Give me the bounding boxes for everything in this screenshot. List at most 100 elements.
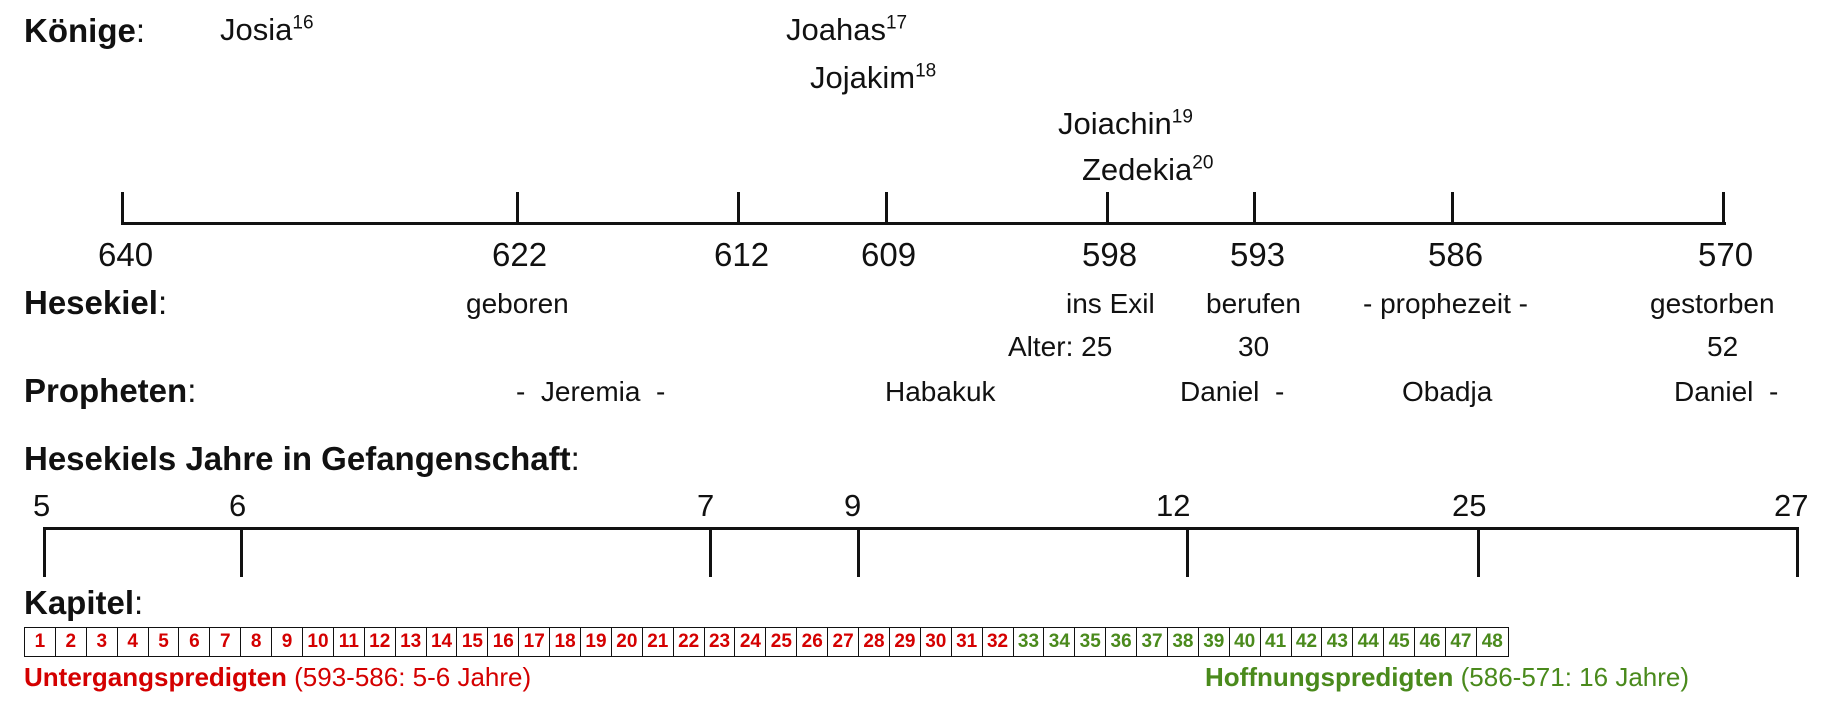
chapter-cell: 7 [210,628,242,656]
king-footnote: 20 [1192,152,1214,174]
legend-hope-title: Hoffnungspredigten [1205,662,1454,692]
legend-doom-title: Untergangspredigten [24,662,287,692]
captivity-tick [240,527,243,577]
chapter-cell: 5 [149,628,180,656]
age-died: 52 [1707,331,1739,362]
chapter-cell: 10 [303,628,334,656]
chapter-cell: 34 [1044,628,1076,656]
chapter-cell: 28 [859,628,890,656]
label-chapters-text: Kapitel [24,584,135,621]
king-josia: Josia16 [220,12,314,48]
prophet-daniel-1: Daniel - [1180,376,1285,407]
king-name: Josia [220,12,293,47]
year-label: 570 [1698,236,1754,273]
chapter-cell: 38 [1168,628,1199,656]
year-label: 593 [1230,236,1286,273]
chapter-cell: 2 [56,628,87,656]
captivity-tick [857,527,860,577]
label-kings-colon: : [135,12,145,49]
captivity-year-label: 9 [844,488,862,523]
chapter-cell: 17 [519,628,551,656]
prophet-habakuk: Habakuk [885,376,996,407]
chapter-cell: 23 [705,628,736,656]
chapter-cell: 41 [1261,628,1292,656]
captivity-year-label: 6 [229,488,247,523]
legend-hope: Hoffnungspredigten (586-571: 16 Jahre) [1205,662,1689,693]
year-label: 640 [98,236,154,273]
year-tick [1106,192,1109,225]
year-tick [1722,192,1725,225]
label-hesekiel-colon: : [157,284,168,321]
king-footnote: 17 [885,12,908,34]
prophet-daniel-2: Daniel - [1674,376,1779,407]
chapter-cell: 20 [612,628,643,656]
chapter-cell: 42 [1292,628,1323,656]
age-called: 30 [1238,331,1270,362]
event-called: berufen [1206,288,1301,319]
king-zedekia: Zedekia20 [1082,152,1213,188]
legend-doom: Untergangspredigten (593-586: 5-6 Jahre) [24,662,531,693]
chapter-cell: 37 [1137,628,1168,656]
year-label: 598 [1082,236,1138,273]
event-exile: ins Exil [1066,288,1155,319]
captivity-year-label: 7 [697,488,715,523]
chapter-cell: 47 [1446,628,1477,656]
captivity-tick [1186,527,1189,577]
captivity-year-label: 12 [1156,488,1191,523]
chapter-cell: 39 [1199,628,1230,656]
chapter-cell: 43 [1322,628,1354,656]
king-joahas: Joahas17 [786,12,907,48]
chapter-cell: 15 [457,628,489,656]
label-hesekiel: Hesekiel: [24,284,167,322]
year-tick [121,192,124,225]
chapter-strip: 1 2 3 4 5 6 7 8 9 10 11 12 13 14 15 16 17 18 19 20 21 22 23 24 2… [24,627,1509,657]
chapter-cell: 6 [179,628,211,656]
chapter-cell: 40 [1230,628,1261,656]
king-name: Joiachin [1058,106,1172,141]
king-joiachin: Joiachin19 [1058,106,1193,142]
king-footnote: 18 [915,60,937,82]
chapter-cell: 8 [241,628,273,656]
captivity-year-label: 25 [1452,488,1487,523]
legend-doom-detail: (593-586: 5-6 Jahre) [286,662,532,692]
chapter-cell: 4 [118,628,149,656]
captivity-tick [1477,527,1480,577]
year-tick [885,192,888,225]
chapter-cell: 31 [952,628,983,656]
king-name: Zedekia [1082,152,1193,187]
year-tick [1451,192,1454,225]
chapter-cell: 1 [25,628,56,656]
king-name: Joahas [786,12,886,47]
chapter-cell: 26 [797,628,829,656]
chapter-cell: 24 [735,628,767,656]
king-footnote: 19 [1171,106,1193,128]
captivity-year-label: 5 [33,488,51,523]
label-prophets-colon: : [187,372,197,409]
label-chapters-colon: : [134,584,144,621]
chapter-cell: 30 [921,628,952,656]
label-captivity-text: Hesekiels Jahre in Gefangenschaft [24,440,571,477]
chapter-cell: 45 [1384,628,1416,656]
king-name: Jojakim [810,60,916,95]
event-born: geboren [466,288,569,319]
chapter-cell: 13 [396,628,427,656]
king-jojakim: Jojakim18 [810,60,936,96]
label-captivity-colon: : [570,440,580,477]
year-label: 612 [714,236,770,273]
label-kings: Könige: [24,12,145,50]
chapter-cell: 9 [272,628,304,656]
chapter-cell: 12 [365,628,396,656]
chapter-cell: 3 [87,628,118,656]
chapter-cell: 16 [488,628,520,656]
chapter-cell: 14 [427,628,458,656]
chapter-cell: 27 [828,628,860,656]
year-label: 609 [861,236,917,273]
captivity-tick [1796,527,1799,577]
chapter-cell: 33 [1014,628,1045,656]
chapter-cell: 18 [550,628,582,656]
year-tick [737,192,740,225]
year-label: 622 [492,236,548,273]
chapter-cell: 29 [890,628,921,656]
prophet-obadja: Obadja [1402,376,1493,407]
year-tick [1253,192,1256,225]
